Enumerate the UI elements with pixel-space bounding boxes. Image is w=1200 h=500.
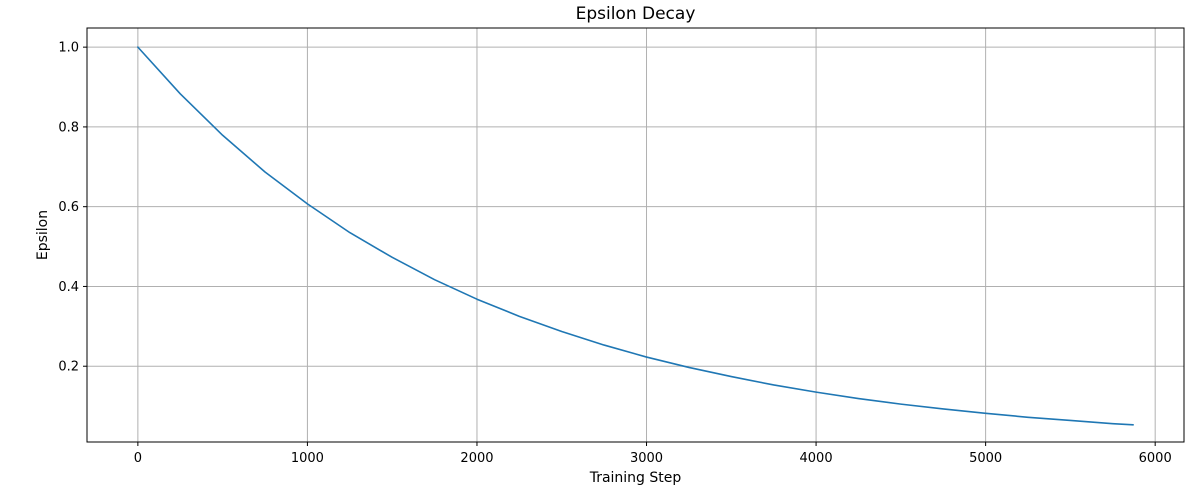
y-tick-label: 1.0 [58,41,79,56]
x-axis-label: Training Step [589,470,682,486]
x-tick-label: 3000 [630,451,663,466]
series-layer [137,46,1134,426]
y-axis-label: Epsilon [35,210,51,260]
x-tick-label: 4000 [800,451,833,466]
epsilon-series-line [137,46,1134,426]
x-tick-label: 2000 [460,451,493,466]
grid [87,28,1184,442]
x-tick-label: 0 [134,451,142,466]
x-tick-label: 5000 [969,451,1002,466]
x-tick-label: 1000 [291,451,324,466]
ticks: 0 1000 2000 3000 4000 5000 6000 0.2 0.4 0.6 0.8 1.0 [58,41,1171,466]
x-tick-label: 6000 [1139,451,1172,466]
chart-title: Epsilon Decay [576,4,696,24]
y-tick-label: 0.2 [58,360,79,375]
plot-area-frame [86,27,1185,443]
y-tick-label: 0.6 [58,200,79,215]
y-tick-label: 0.8 [58,120,79,135]
y-tick-label: 0.4 [58,280,79,295]
